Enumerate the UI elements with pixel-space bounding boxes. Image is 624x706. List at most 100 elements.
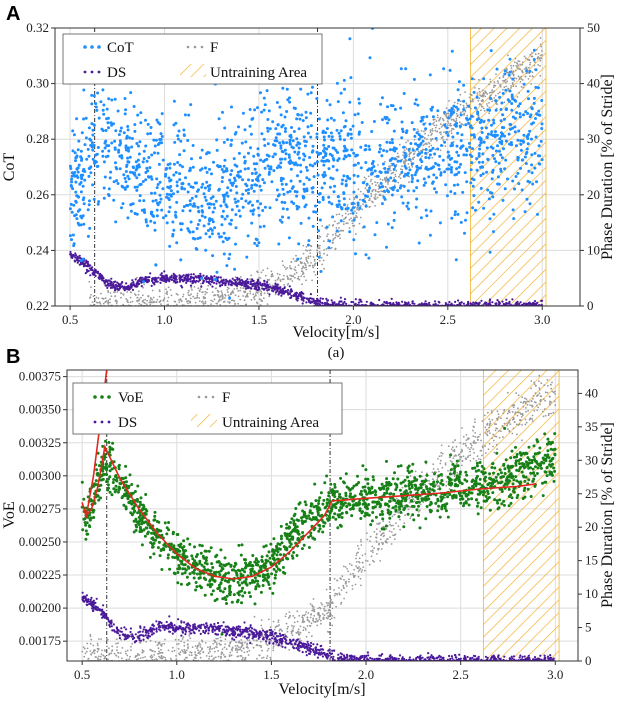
point-cot: [450, 107, 454, 111]
point-cot: [142, 157, 146, 161]
point-f: [527, 78, 530, 80]
point-cot: [523, 210, 527, 214]
point-cot: [144, 178, 148, 182]
point-cot: [469, 181, 473, 185]
point-cot: [257, 213, 261, 217]
point-f: [299, 260, 302, 263]
point-f: [539, 43, 542, 46]
point-f: [511, 72, 514, 75]
point-cot: [153, 191, 157, 195]
point-f: [96, 644, 99, 647]
point-cot: [523, 155, 527, 159]
point-f: [224, 297, 226, 299]
point-cot: [465, 180, 469, 184]
point-ds: [178, 277, 182, 280]
point-cot: [206, 184, 210, 188]
point-cot: [165, 192, 169, 196]
point-ds: [192, 276, 195, 279]
point-cot: [415, 197, 419, 201]
point-cot: [86, 208, 90, 212]
point-f: [292, 258, 295, 260]
point-f: [360, 571, 363, 573]
point-f: [357, 575, 360, 578]
point-cot: [222, 170, 226, 174]
point-cot: [312, 175, 316, 179]
point-cot: [128, 136, 132, 140]
point-f: [434, 118, 436, 121]
point-f: [236, 287, 239, 290]
point-cot: [156, 151, 160, 155]
point-cot: [306, 92, 310, 96]
point-f: [198, 290, 201, 293]
point-ds: [280, 294, 283, 297]
point-cot: [295, 190, 299, 194]
point-ds: [124, 287, 127, 290]
point-cot: [327, 145, 331, 148]
panel-a-caption: (a): [328, 345, 345, 361]
point-cot: [346, 132, 350, 136]
point-f: [176, 293, 179, 296]
point-cot: [290, 126, 293, 129]
point-f: [199, 646, 202, 648]
point-cot: [102, 196, 106, 200]
point-cot: [392, 186, 395, 189]
point-cot: [416, 179, 420, 183]
point-cot: [539, 139, 543, 143]
point-ds: [157, 276, 160, 279]
point-f: [517, 75, 520, 78]
point-cot: [243, 159, 247, 163]
point-ds: [218, 281, 221, 284]
point-f: [258, 276, 260, 279]
point-cot: [172, 123, 176, 127]
point-cot: [76, 209, 80, 213]
point-f: [480, 104, 483, 106]
point-f: [353, 196, 355, 199]
point-ds: [78, 254, 81, 257]
point-cot: [88, 137, 92, 141]
point-cot: [352, 181, 356, 185]
point-ds: [302, 299, 305, 302]
point-f: [480, 109, 482, 112]
point-ds: [236, 278, 239, 281]
point-cot: [368, 186, 372, 190]
point-cot: [174, 210, 178, 214]
point-cot: [525, 69, 529, 73]
point-cot: [188, 199, 192, 203]
point-f: [107, 289, 109, 292]
point-cot: [270, 180, 274, 184]
point-cot: [450, 170, 453, 174]
point-cot: [389, 176, 393, 180]
point-f: [515, 85, 517, 88]
point-f: [234, 645, 237, 647]
point-f: [197, 287, 200, 290]
point-f: [151, 289, 154, 292]
point-f: [411, 166, 414, 168]
point-ds: [209, 283, 212, 286]
point-cot: [180, 187, 184, 191]
point-cot: [258, 184, 262, 188]
point-cot: [109, 121, 113, 125]
point-cot: [446, 133, 450, 137]
point-ds: [488, 299, 491, 302]
point-f: [514, 57, 517, 60]
point-cot: [284, 127, 287, 130]
point-f: [377, 188, 380, 190]
point-cot: [96, 91, 100, 95]
point-cot: [75, 217, 79, 221]
legend-marker-untraining: [180, 64, 206, 77]
point-f: [158, 295, 161, 298]
point-ds: [129, 285, 132, 288]
point-cot: [257, 241, 261, 245]
point-f: [464, 110, 467, 113]
point-f: [455, 119, 458, 122]
point-f: [294, 260, 296, 262]
point-f: [423, 130, 425, 133]
point-cot: [207, 218, 211, 222]
point-ds: [213, 275, 216, 278]
point-f: [255, 291, 258, 293]
point-cot: [183, 187, 186, 191]
point-f: [102, 297, 105, 300]
point-cot: [532, 101, 536, 105]
point-cot: [540, 127, 544, 130]
point-cot: [466, 118, 470, 122]
